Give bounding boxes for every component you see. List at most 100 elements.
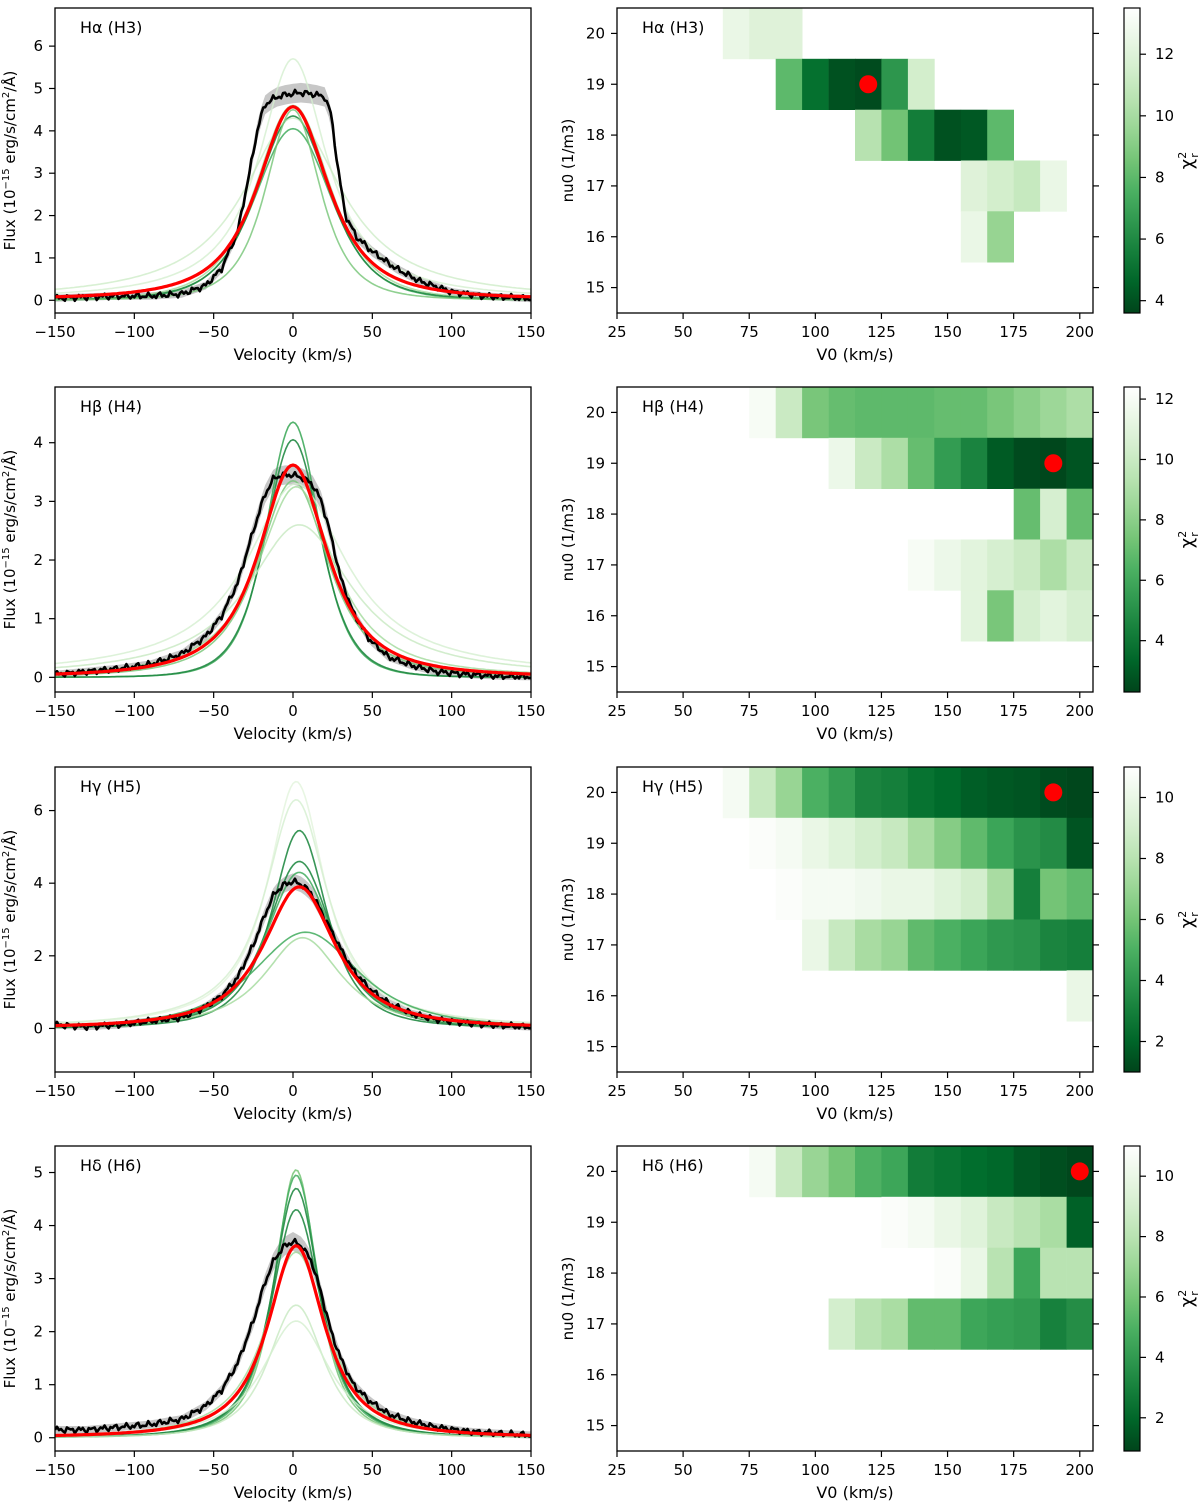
colorbar-label: χ2r <box>1176 911 1200 928</box>
map-y-tick-label: 20 <box>586 1162 605 1180</box>
map-cell <box>1013 1146 1041 1198</box>
map-y-tick-label: 15 <box>586 1417 605 1435</box>
map-title: Hδ (H6) <box>642 1156 704 1175</box>
map-cell <box>934 437 962 489</box>
map-cell <box>987 1298 1014 1350</box>
map-y-tick-label: 19 <box>586 834 605 852</box>
y-tick-label: 0 <box>33 668 43 686</box>
observed-profile <box>55 88 531 303</box>
map-cell <box>1040 919 1067 971</box>
map-cell <box>960 211 988 263</box>
map-cell <box>934 767 962 819</box>
map-cell <box>775 387 803 439</box>
map-cell <box>934 1196 962 1248</box>
map-cell <box>934 387 962 439</box>
map-x-tick-label: 75 <box>740 1461 759 1479</box>
map-cell <box>855 1298 882 1350</box>
map-cell <box>934 1247 962 1299</box>
uncertainty-band <box>55 873 531 1031</box>
map-x-tick-label: 125 <box>867 1461 896 1479</box>
map-cell <box>960 387 988 439</box>
map-cell <box>934 817 962 869</box>
map-ylabel: nu0 (1/m3) <box>559 498 577 582</box>
map-ylabel: nu0 (1/m3) <box>559 119 577 203</box>
profile-panel: −150 −100 −50 0 50 100 150 0 1 2 3 4 5 Hδ (H6) Velocit… <box>0 1145 546 1502</box>
map-cell <box>987 160 1014 212</box>
map-cell <box>855 767 882 819</box>
map-y-tick-label: 18 <box>586 126 605 144</box>
map-cell <box>907 58 935 110</box>
x-tick-label: −150 <box>34 702 75 720</box>
y-tick-label: 4 <box>33 122 43 140</box>
map-x-tick-label: 75 <box>740 1082 759 1100</box>
map-cell <box>749 387 776 439</box>
best-fit-curve <box>55 105 531 299</box>
map-x-tick-label: 125 <box>867 702 896 720</box>
colorbar-label-sub: r <box>1188 153 1200 158</box>
x-tick-label: 150 <box>517 1461 546 1479</box>
x-tick-label: 100 <box>437 702 466 720</box>
map-x-tick-label: 175 <box>999 1082 1028 1100</box>
x-tick-label: −50 <box>198 1461 230 1479</box>
map-cell <box>722 767 750 819</box>
map-cell <box>1013 919 1041 971</box>
chi2-map-panel: 25 50 75 100 125 150 175 200 15 16 17 18 19 20 Hβ (H4)… <box>559 386 1099 743</box>
map-cell <box>828 1146 856 1198</box>
map-x-tick-label: 125 <box>867 323 896 341</box>
map-cell <box>987 1146 1014 1198</box>
y-tick-label: 2 <box>33 947 43 965</box>
y-tick-label: 1 <box>33 610 43 628</box>
map-cell <box>881 1298 909 1350</box>
map-y-tick-label: 15 <box>586 658 605 676</box>
map-cell <box>907 1298 935 1350</box>
map-x-tick-label: 200 <box>1065 702 1094 720</box>
ylabel-part: /Å) <box>0 450 19 471</box>
y-tick-label: 3 <box>33 164 43 182</box>
profile-frame <box>54 386 532 693</box>
map-cell <box>907 1146 935 1198</box>
map-cell <box>987 387 1014 439</box>
map-cell <box>881 437 909 489</box>
observed-profile <box>55 1237 531 1438</box>
map-cell <box>775 58 803 110</box>
map-cell <box>960 919 988 971</box>
profile-plot-area <box>55 421 531 681</box>
colorbar-tick-label: 10 <box>1155 107 1174 125</box>
profile-xlabel: Velocity (km/s) <box>234 724 353 743</box>
map-cell <box>934 109 962 161</box>
map-cell <box>775 868 803 920</box>
y-tick-label: 2 <box>33 1323 43 1341</box>
map-cell <box>987 767 1014 819</box>
map-x-tick-label: 200 <box>1065 1461 1094 1479</box>
ylabel-part: −15 <box>1 168 12 189</box>
map-cell <box>1066 1298 1094 1350</box>
map-x-tick-label: 175 <box>999 1461 1028 1479</box>
map-cell <box>960 767 988 819</box>
map-y-tick-label: 18 <box>586 1264 605 1282</box>
best-fit-curve <box>55 885 531 1028</box>
ylabel-part: erg/s/cm <box>1 98 19 168</box>
colorbar-label: χ2r <box>1176 531 1200 548</box>
colorbar-label: χ2r <box>1176 1290 1200 1307</box>
y-tick-label: 6 <box>33 802 43 820</box>
colorbar: 4 6 8 10 12 χ2r <box>1123 7 1200 314</box>
y-tick-label: 0 <box>33 291 43 309</box>
x-tick-label: 50 <box>363 1082 382 1100</box>
map-cell <box>1066 590 1094 642</box>
map-cell <box>881 387 909 439</box>
ylabel-part: /Å) <box>0 1209 19 1230</box>
map-cell <box>775 817 803 869</box>
colorbar-label-sub: r <box>1188 532 1200 537</box>
map-cell <box>881 817 909 869</box>
map-cell <box>960 590 988 642</box>
model-curve-3 <box>55 1187 531 1438</box>
map-x-tick-label: 100 <box>801 702 830 720</box>
map-x-tick-label: 100 <box>801 323 830 341</box>
map-cell <box>960 109 988 161</box>
map-title: Hα (H3) <box>642 18 704 37</box>
y-tick-label: 5 <box>33 79 43 97</box>
model-curve-5 <box>55 524 531 669</box>
map-cell <box>828 817 856 869</box>
map-cell <box>1066 767 1094 819</box>
colorbar-gradient <box>1123 386 1141 693</box>
